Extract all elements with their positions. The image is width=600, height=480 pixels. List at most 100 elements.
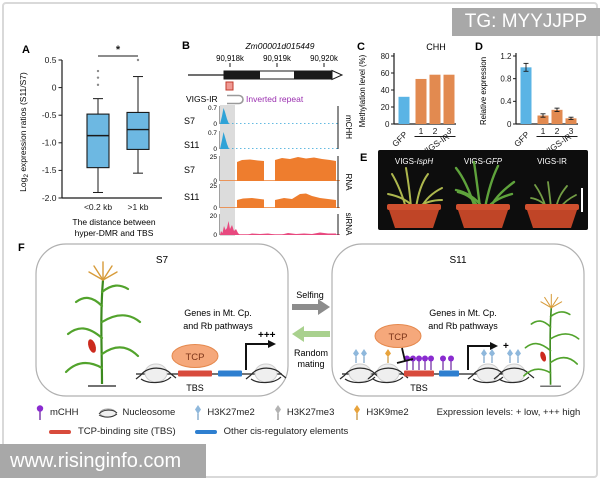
s11-promoter-arrow [467, 345, 490, 370]
group-sirna: siRNA [344, 213, 353, 236]
s7-expression: +++ [258, 330, 276, 341]
s7-arrowhead [268, 340, 276, 348]
track3-min: 0 [213, 178, 217, 185]
legend-row-1: mCHH Nucleosome H3K27me2 H3K27me3 H3K9me… [34, 404, 594, 421]
legend-label: Other cis-regulatory elements [223, 426, 349, 437]
panel-e: E VIGS-IspH VIGS-GFP VIGS-IR [354, 148, 592, 241]
panel-d: D Relative expression 0 0.4 0.8 1.2 GFP 1 2 3 VI… [472, 36, 592, 159]
random-label-1: Random [294, 348, 328, 358]
significance-star: * [116, 44, 121, 56]
x-category-label: 3 [569, 126, 574, 136]
y-tick-label: -2.0 [42, 193, 57, 203]
s11-arrowhead [490, 342, 498, 350]
pot1-label: VIGS-IspH [395, 157, 433, 166]
exon-1 [224, 71, 260, 79]
y-tick-label: 0.4 [500, 97, 512, 106]
coord-2: 90,919k [263, 54, 291, 63]
s7-tcp-oval [171, 344, 219, 368]
tbs-bar-icon [49, 429, 71, 434]
h3k9me2-icon [354, 405, 361, 420]
s11-genes-1: Genes in Mt. Cp. [429, 308, 497, 318]
x-category-label: 2 [555, 126, 560, 136]
random-label-2: mating [297, 359, 324, 369]
track4-min: 0 [213, 205, 217, 212]
coord-3: 90,920k [310, 54, 338, 63]
vigs-ir-label: VIGS-IR [186, 94, 218, 104]
watermark-top: TG: MYYJJPP [452, 8, 600, 36]
track3-max: 25 [210, 154, 218, 161]
s11-inhibition-tbar [396, 347, 414, 364]
box [126, 111, 150, 150]
bar [429, 74, 441, 124]
bar [520, 67, 532, 124]
legend-item-tbs: TCP-binding site (TBS) [48, 426, 176, 437]
panel-a-label: A [22, 44, 30, 56]
exon-2 [294, 71, 332, 79]
panel-a-ylabel: Log2 expression ratios (S11/S7) [18, 72, 30, 192]
s7-genes-2: and Rb pathways [183, 321, 253, 331]
bar [415, 78, 427, 124]
s11-genes-2: and Rb pathways [428, 321, 498, 331]
coord-ticks [229, 63, 325, 67]
legend-label: H3K9me2 [366, 407, 409, 418]
x-category-label: 1 [419, 126, 424, 136]
selfing-label: Selfing [296, 290, 324, 300]
s7-tcp-label: TCP [186, 352, 205, 363]
y-tick-label: -0.5 [42, 110, 57, 120]
pots [387, 204, 579, 228]
track3-block2 [275, 157, 336, 181]
track5-min: 0 [213, 232, 217, 239]
outlier-point [96, 83, 100, 87]
panel-d-label: D [475, 41, 483, 53]
legend-label: H3K27me3 [286, 407, 335, 418]
bar [398, 96, 410, 124]
panel-b-svg: B Zm00001d015449 90,918k 90,919k 90,920k… [182, 40, 353, 239]
h3k27me3-icon [274, 405, 281, 420]
random-mating-arrow [292, 326, 330, 342]
panel-f-label: F [18, 242, 25, 254]
cis-bar-icon [194, 429, 217, 434]
legend-label: Nucleosome [122, 407, 176, 418]
legend-item-mchh: mCHH [34, 404, 79, 421]
panel-c-label: C [357, 41, 365, 53]
legend-label: mCHH [50, 407, 79, 418]
s11-tbs-label: TBS [410, 383, 428, 393]
y-tick-label: -1.5 [42, 165, 57, 175]
panel-d-ylabel: Relative expression [479, 57, 488, 125]
track4-max: 25 [210, 183, 218, 190]
y-tick-label: -1.0 [42, 138, 57, 148]
selfing-arrow [292, 299, 330, 315]
legend-item-h3k9me2: H3K9me2 [352, 404, 409, 421]
s7-tbs-label: TBS [186, 383, 204, 393]
outlier-point [136, 58, 140, 62]
nucleosome-icon [98, 408, 117, 418]
track3-name: S7 [184, 165, 195, 175]
panel-b-label: B [182, 40, 190, 52]
x-category-label: 3 [447, 126, 452, 136]
track5-max: 20 [210, 213, 218, 220]
s11-tcp-label: TCP [389, 332, 408, 343]
y-tick-label: 20 [381, 103, 390, 112]
s7-box [35, 243, 289, 397]
y-tick-label: 40 [381, 86, 390, 95]
track5-peaks [220, 221, 240, 235]
panel-c-title: CHH [426, 42, 446, 52]
x-category-label: 1 [541, 126, 546, 136]
panel-a: A Log2 expression ratios (S11/S7) 0.5 0 -0… [14, 40, 180, 247]
panel-a-svg: A Log2 expression ratios (S11/S7) 0.5 0 -0… [18, 44, 162, 238]
box [86, 113, 110, 169]
s11-tbs-bar [404, 370, 434, 377]
track1-min: 0 [213, 121, 217, 128]
s11-title: S11 [449, 255, 466, 266]
bar [565, 118, 577, 124]
s7-genes-1: Genes in Mt. Cp. [184, 308, 252, 318]
y-tick-label: 60 [381, 69, 390, 78]
panel-c-ylabel: Methylation level (%) [358, 54, 367, 127]
s11-cis-bar [439, 370, 459, 377]
coord-1: 90,918k [216, 54, 244, 63]
y-tick-label: 0.5 [45, 55, 57, 65]
panel-a-xlabel-1: The distance between [72, 217, 155, 227]
